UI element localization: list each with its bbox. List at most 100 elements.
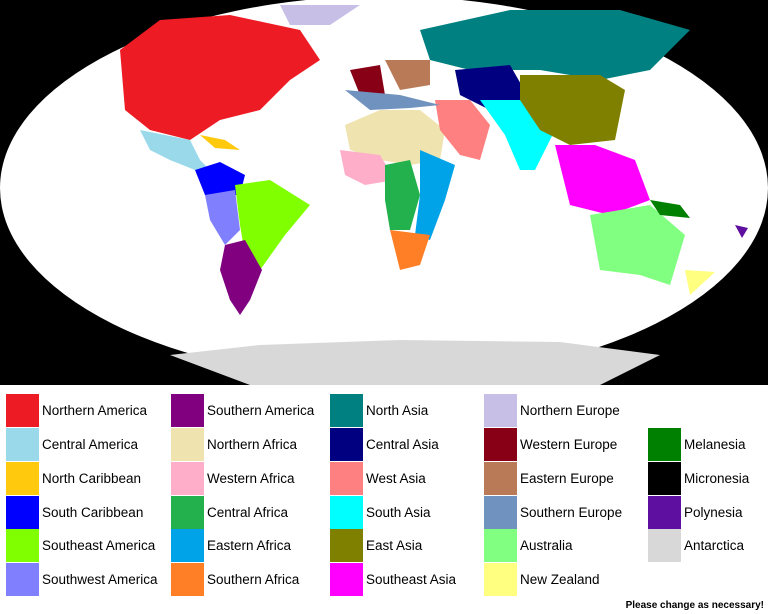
legend: Northern America Central America North Car… xyxy=(0,385,768,614)
legend-label: Polynesia xyxy=(684,504,743,520)
legend-item: Eastern Africa xyxy=(171,528,291,562)
legend-item: West Asia xyxy=(330,461,426,495)
legend-label: Northern Europe xyxy=(520,402,620,418)
legend-label: South Asia xyxy=(366,504,431,520)
legend-swatch xyxy=(171,528,204,562)
legend-item: Central Asia xyxy=(330,427,439,461)
legend-label: Northern Africa xyxy=(207,436,298,452)
legend-label: Eastern Africa xyxy=(207,537,292,553)
legend-swatch xyxy=(484,562,517,596)
map-region-southern-america xyxy=(220,240,262,315)
world-map xyxy=(0,0,768,385)
legend-item: Southern Europe xyxy=(484,495,622,529)
legend-item: Antarctica xyxy=(648,528,744,562)
legend-swatch xyxy=(648,427,681,461)
legend-label: Southern Europe xyxy=(520,504,623,520)
map-region-central-america xyxy=(140,130,215,175)
map-region-southern-europe xyxy=(345,90,440,110)
legend-item: Central America xyxy=(6,427,138,461)
map-region-eastern-africa xyxy=(415,150,455,240)
legend-swatch xyxy=(484,528,517,562)
legend-label: New Zealand xyxy=(520,571,600,587)
map-region-west-asia xyxy=(435,100,490,160)
legend-swatch xyxy=(171,427,204,461)
map-region-southeast-asia xyxy=(555,145,650,215)
legend-swatch xyxy=(6,495,39,529)
map-region-southeast-america xyxy=(235,180,310,270)
legend-label: Southeast America xyxy=(42,537,156,553)
map-region-australia xyxy=(590,205,685,285)
legend-item: South Caribbean xyxy=(6,495,143,529)
legend-item: North Caribbean xyxy=(6,461,141,495)
legend-item: Melanesia xyxy=(648,427,746,461)
map-region-new-zealand xyxy=(685,270,715,295)
legend-item: Northern America xyxy=(6,393,147,427)
legend-item: Central Africa xyxy=(171,495,288,529)
legend-label: Central America xyxy=(42,436,139,452)
legend-swatch xyxy=(648,528,681,562)
map-region-western-africa xyxy=(340,150,395,185)
legend-swatch xyxy=(330,562,363,596)
map-region-southern-africa xyxy=(390,230,430,270)
legend-swatch xyxy=(171,495,204,529)
map-region-northern-america xyxy=(120,15,320,140)
legend-label: North Caribbean xyxy=(42,470,142,486)
legend-swatch xyxy=(648,461,681,495)
legend-item: Southern Africa xyxy=(171,562,299,596)
legend-item: Australia xyxy=(484,528,573,562)
legend-swatch xyxy=(6,461,39,495)
legend-note: Please change as necessary! xyxy=(625,600,764,611)
map-region-southwest-america xyxy=(205,190,240,245)
legend-item: Northern Africa xyxy=(171,427,297,461)
map-region-polynesia xyxy=(735,225,748,238)
map-region-northern-europe xyxy=(280,5,360,25)
legend-swatch xyxy=(484,427,517,461)
legend-label: West Asia xyxy=(366,470,426,486)
legend-swatch xyxy=(330,461,363,495)
legend-item: Polynesia xyxy=(648,495,743,529)
legend-label: Southeast Asia xyxy=(366,571,457,587)
legend-swatch xyxy=(171,461,204,495)
legend-item: Micronesia xyxy=(648,461,749,495)
legend-item: Northern Europe xyxy=(484,393,620,427)
legend-item: Southern America xyxy=(171,393,314,427)
map-region-south-caribbean xyxy=(195,162,245,195)
map-region-north-asia xyxy=(420,10,690,80)
legend-swatch xyxy=(330,495,363,529)
map-region-western-europe xyxy=(350,65,385,95)
legend-swatch xyxy=(484,393,517,427)
world-map-svg xyxy=(0,0,768,385)
legend-swatch xyxy=(484,461,517,495)
legend-label: Northern America xyxy=(42,402,148,418)
legend-label: Australia xyxy=(520,537,573,553)
legend-label: North Asia xyxy=(366,402,429,418)
legend-label: Micronesia xyxy=(684,470,750,486)
legend-item: New Zealand xyxy=(484,562,600,596)
legend-label: Western Europe xyxy=(520,436,618,452)
legend-label: Central Asia xyxy=(366,436,439,452)
legend-swatch xyxy=(6,393,39,427)
legend-label: Antarctica xyxy=(684,537,745,553)
legend-label: Central Africa xyxy=(207,504,289,520)
legend-label: Western Africa xyxy=(207,470,295,486)
legend-item: South Asia xyxy=(330,495,431,529)
map-region-north-caribbean xyxy=(200,135,240,150)
legend-swatch xyxy=(648,495,681,529)
legend-item: Western Europe xyxy=(484,427,617,461)
map-region-east-asia xyxy=(520,75,625,145)
legend-swatch xyxy=(330,393,363,427)
legend-swatch xyxy=(171,562,204,596)
legend-label: Southern America xyxy=(207,402,315,418)
legend-swatch xyxy=(484,495,517,529)
legend-label: Southern Africa xyxy=(207,571,300,587)
map-region-antarctica xyxy=(170,340,660,385)
legend-swatch xyxy=(330,427,363,461)
legend-item: Western Africa xyxy=(171,461,295,495)
legend-swatch xyxy=(171,393,204,427)
legend-swatch xyxy=(6,528,39,562)
legend-swatch xyxy=(6,427,39,461)
legend-label: Southwest America xyxy=(42,571,158,587)
legend-label: East Asia xyxy=(366,537,423,553)
legend-item: North Asia xyxy=(330,393,428,427)
legend-swatch xyxy=(6,562,39,596)
